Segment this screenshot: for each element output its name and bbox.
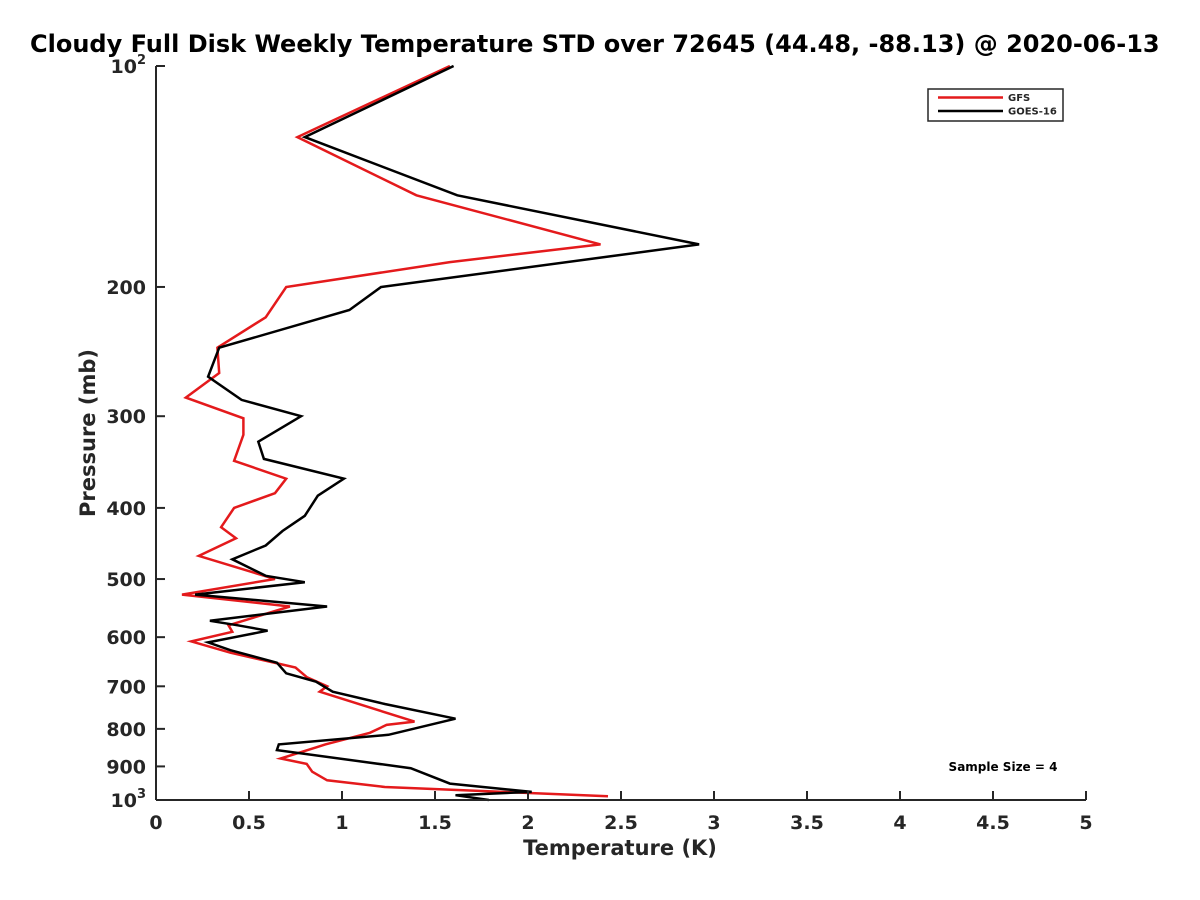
y-tick-label: 200 xyxy=(106,277,146,299)
x-tick-label: 3 xyxy=(707,812,720,834)
legend-label-gfs: GFS xyxy=(1008,93,1030,104)
sample-size-annotation: Sample Size = 4 xyxy=(949,760,1058,774)
x-tick-label: 0.5 xyxy=(232,812,266,834)
y-tick-label: 900 xyxy=(106,756,146,778)
y-tick-label: 300 xyxy=(106,406,146,428)
y-tick-label: 103 xyxy=(111,787,147,812)
x-tick-label: 5 xyxy=(1079,812,1092,834)
axes-layer xyxy=(155,66,1086,801)
legend-label-goes16: GOES-16 xyxy=(1008,107,1057,118)
legend: GFS GOES-16 xyxy=(927,88,1064,122)
x-tick-label: 1.5 xyxy=(418,812,452,834)
y-tick-label: 600 xyxy=(106,627,146,649)
series-line-goes16 xyxy=(194,64,700,802)
series-line-gfs xyxy=(181,64,609,798)
x-tick-label: 2.5 xyxy=(604,812,638,834)
chart-title: Cloudy Full Disk Weekly Temperature STD … xyxy=(30,30,1160,58)
y-axis-label: Pressure (mb) xyxy=(76,349,100,517)
x-tick-label: 3.5 xyxy=(790,812,824,834)
x-tick-label: 1 xyxy=(335,812,348,834)
x-tick-label: 2 xyxy=(521,812,534,834)
legend-box xyxy=(927,88,1064,122)
y-tick-label: 102 xyxy=(111,53,147,78)
x-tick-label: 4.5 xyxy=(976,812,1010,834)
y-tick-label: 700 xyxy=(106,676,146,698)
x-axis-label: Temperature (K) xyxy=(523,836,717,860)
y-tick-label: 500 xyxy=(106,569,146,591)
x-tick-label: 0 xyxy=(149,812,162,834)
y-tick-label: 800 xyxy=(106,719,146,741)
x-tick-label: 4 xyxy=(893,812,906,834)
series-layer xyxy=(181,64,700,802)
y-tick-label: 400 xyxy=(106,498,146,520)
y-ticks: 102 200 300 400 500 600 700 800 900 103 xyxy=(106,53,165,812)
x-ticks: 0 0.5 1 1.5 2 2.5 3 3.5 4 4.5 5 xyxy=(149,791,1093,834)
